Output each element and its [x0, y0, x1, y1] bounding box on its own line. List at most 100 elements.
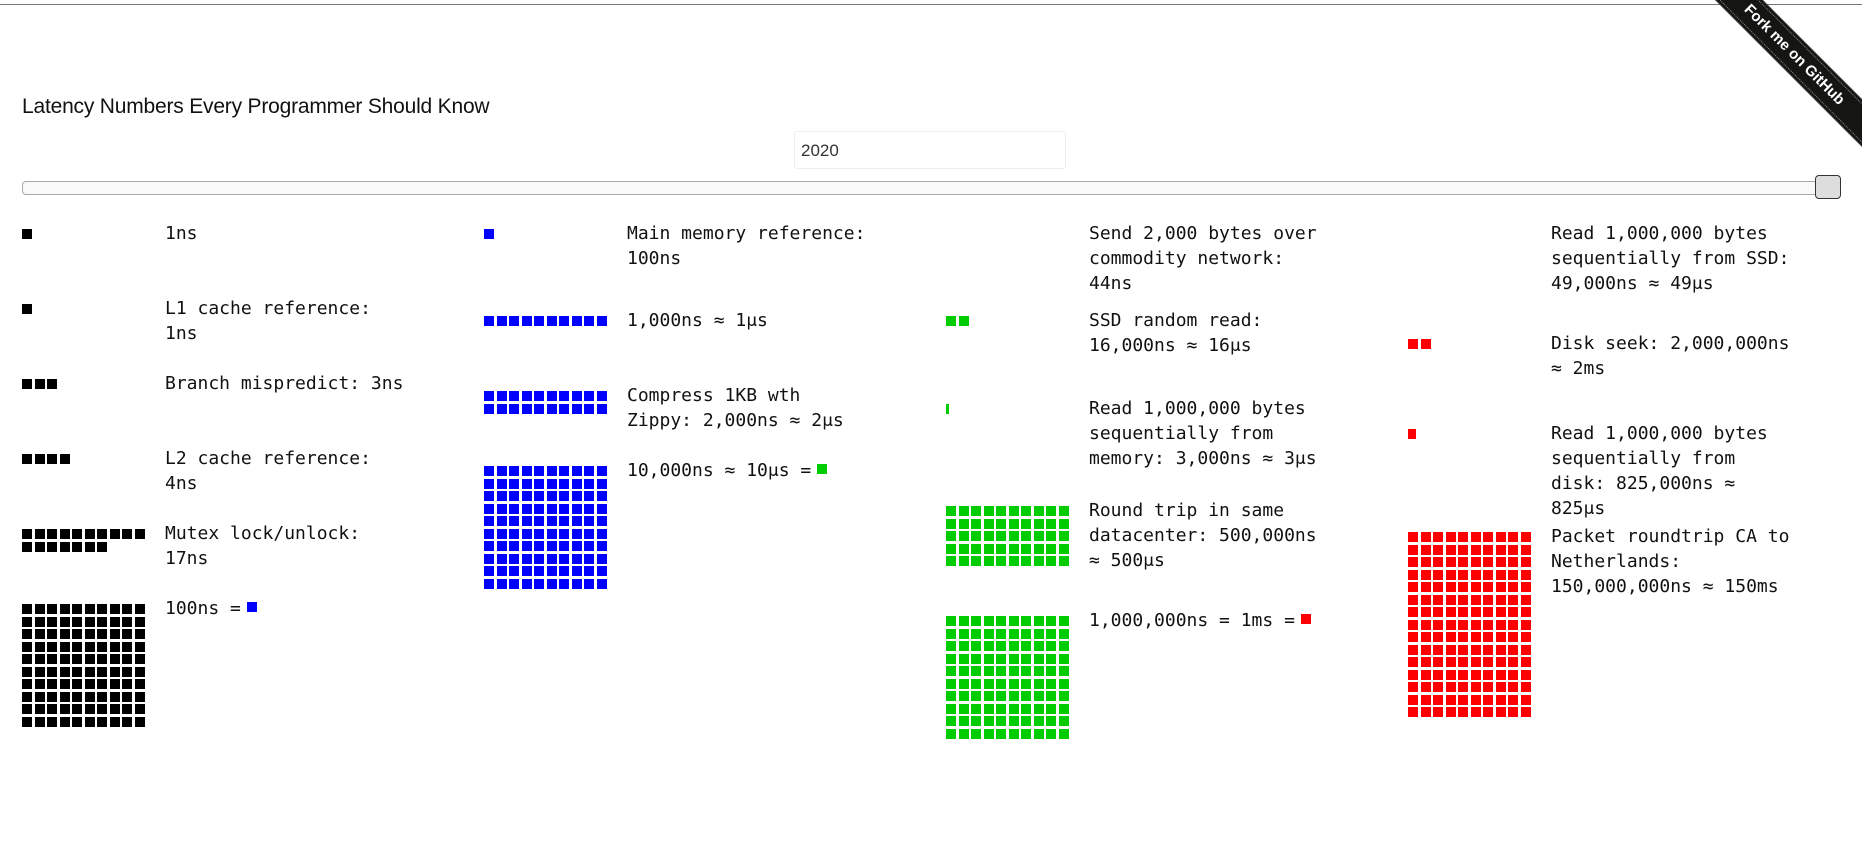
- latency-block: [1520, 619, 1531, 630]
- year-slider-handle[interactable]: [1815, 175, 1841, 199]
- latency-block: [596, 541, 607, 551]
- latency-block: [546, 516, 557, 526]
- latency-block: [1033, 678, 1044, 689]
- latency-block: [559, 566, 569, 576]
- latency-block: [1420, 657, 1431, 667]
- latency-block: [1508, 569, 1518, 580]
- latency-block: [1433, 557, 1443, 567]
- latency-block: [571, 466, 582, 476]
- latency-block: [47, 529, 57, 539]
- latency-block: [1458, 569, 1468, 580]
- latency-block: [534, 578, 544, 589]
- latency-block: [34, 454, 45, 464]
- latency-block: [1470, 669, 1481, 680]
- latency-block: [34, 704, 45, 714]
- latency-block: [996, 716, 1006, 726]
- latency-block: [1483, 669, 1493, 680]
- latency-block: [596, 566, 607, 576]
- latency-block: [22, 629, 32, 639]
- latency-block: [1445, 582, 1456, 592]
- latency-block: [97, 604, 107, 614]
- latency-block: [1046, 653, 1056, 664]
- latency-block: [59, 604, 70, 614]
- latency-block: [1058, 616, 1069, 626]
- latency-block: [571, 566, 582, 576]
- latency-block: [571, 391, 582, 401]
- latency-block: [1408, 557, 1418, 567]
- latency-block: [97, 654, 107, 664]
- latency-block: [1495, 594, 1506, 605]
- year-display: 2020: [794, 131, 1066, 169]
- latency-block: [958, 641, 969, 651]
- latency-block: [584, 541, 594, 551]
- latency-label: 1,000,000ns = 1ms =: [1089, 608, 1337, 633]
- latency-block: [509, 553, 519, 564]
- latency-block: [34, 641, 45, 652]
- latency-block: [1021, 691, 1031, 701]
- latency-block: [596, 553, 607, 564]
- latency-block: [1033, 616, 1044, 626]
- latency-block: [34, 654, 45, 664]
- latency-block: [596, 528, 607, 539]
- latency-block: [47, 691, 57, 702]
- latency-block: [1046, 678, 1056, 689]
- latency-block: [983, 518, 994, 529]
- latency-block: [1033, 628, 1044, 639]
- latency-block: [971, 728, 981, 739]
- latency-block: [134, 716, 145, 727]
- latency-block: [946, 666, 956, 676]
- latency-block: [983, 691, 994, 701]
- latency-block: [1458, 619, 1468, 630]
- latency-block: [971, 628, 981, 639]
- latency-block: [1008, 518, 1019, 529]
- latency-block: [22, 304, 32, 314]
- latency-block: [1046, 703, 1056, 714]
- latency-label: Main memory reference: 100ns: [627, 221, 875, 271]
- latency-block: [1058, 678, 1069, 689]
- latency-block: [1445, 594, 1456, 605]
- latency-block: [958, 531, 969, 541]
- latency-block: [1445, 619, 1456, 630]
- latency-block: [1046, 628, 1056, 639]
- latency-block: [1508, 632, 1518, 642]
- latency-block: [983, 616, 994, 626]
- latency-block: [1470, 632, 1481, 642]
- latency-block: [1033, 666, 1044, 676]
- latency-block: [97, 691, 107, 702]
- latency-block: [1033, 703, 1044, 714]
- latency-label: L1 cache reference: 1ns: [165, 296, 413, 346]
- latency-block: [72, 716, 82, 727]
- latency-block: [1046, 728, 1056, 739]
- latency-block: [1433, 544, 1443, 555]
- latency-block: [1021, 653, 1031, 664]
- latency-block: [596, 403, 607, 414]
- latency-block: [546, 541, 557, 551]
- latency-block: [47, 629, 57, 639]
- latency-block: [1046, 666, 1056, 676]
- latency-block: [584, 466, 594, 476]
- latency-block: [122, 716, 132, 727]
- latency-block: [34, 716, 45, 727]
- latency-block: [946, 316, 956, 326]
- latency-block: [1058, 506, 1069, 516]
- latency-block: [596, 478, 607, 489]
- latency-label-text: SSD random read: 16,000ns ≈ 16μs: [1089, 310, 1263, 356]
- latency-block: [1021, 641, 1031, 651]
- latency-block: [1495, 569, 1506, 580]
- legend-square: [817, 464, 828, 474]
- latency-block: [584, 316, 594, 326]
- latency-block: [1495, 657, 1506, 667]
- latency-block: [1520, 682, 1531, 692]
- latency-block: [1420, 694, 1431, 705]
- latency-label-text: Mutex lock/unlock: 17ns: [165, 523, 361, 569]
- latency-block: [1445, 569, 1456, 580]
- latency-block: [534, 491, 544, 501]
- latency-block: [84, 691, 95, 702]
- latency-label: L2 cache reference: 4ns: [165, 446, 413, 496]
- latency-block: [1420, 682, 1431, 692]
- latency-block: [983, 666, 994, 676]
- latency-block: [1046, 518, 1056, 529]
- latency-block: [1420, 339, 1431, 349]
- latency-block: [1021, 506, 1031, 516]
- latency-block: [1483, 707, 1493, 717]
